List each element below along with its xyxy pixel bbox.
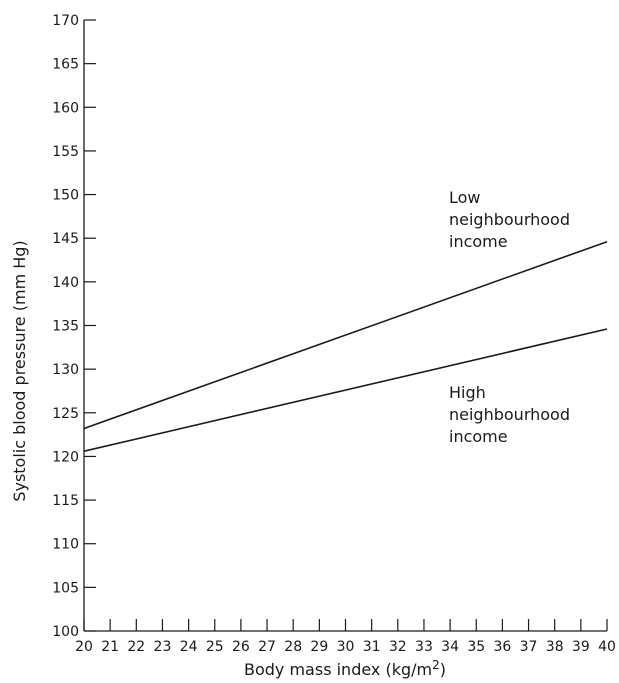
x-tick-label: 40 — [598, 639, 616, 655]
x-tick-label: 36 — [493, 639, 511, 655]
series-label: Low neighbourhood income — [449, 188, 570, 251]
series-label-line: income — [449, 427, 508, 446]
y-tick-label: 135 — [52, 319, 79, 335]
y-tick-label: 105 — [52, 580, 79, 596]
series-lines — [83, 240, 608, 452]
x-axis-title-main: Body mass index (kg/m — [244, 660, 432, 679]
y-tick-label: 145 — [52, 231, 79, 247]
series-line-high-income — [83, 328, 608, 452]
series-line-low-income — [83, 240, 608, 430]
series-label: High neighbourhood income — [449, 383, 570, 446]
x-axis: 20 21 22 23 24 25 26 27 28 29 30 31 32 33 34 35 36 37 38 39… — [75, 619, 616, 655]
series-labels: Low neighbourhood income High neighbourhood i… — [449, 188, 570, 446]
x-tick-label: 34 — [441, 639, 459, 655]
y-tick-label: 160 — [52, 100, 79, 116]
y-tick-label: 100 — [52, 624, 79, 640]
y-tick-label: 170 — [52, 13, 79, 29]
x-tick-label: 22 — [127, 639, 145, 655]
x-tick-label: 23 — [154, 639, 172, 655]
x-tick-label: 24 — [180, 639, 198, 655]
x-tick-label: 37 — [520, 639, 538, 655]
series-label-line: neighbourhood — [449, 405, 570, 424]
series-label-line: Low — [449, 188, 481, 207]
x-axis-title-superscript: 2 — [432, 658, 440, 672]
x-axis-title-suffix: ) — [440, 660, 446, 679]
y-tick-label: 110 — [52, 537, 79, 553]
x-tick-label: 30 — [337, 639, 355, 655]
y-tick-label: 150 — [52, 188, 79, 204]
y-tick-label: 155 — [52, 144, 79, 160]
y-tick-label: 165 — [52, 57, 79, 73]
series-label-line: neighbourhood — [449, 210, 570, 229]
series-label-line: High — [449, 383, 486, 402]
x-tick-label: 21 — [101, 639, 119, 655]
x-tick-label: 35 — [467, 639, 485, 655]
y-tick-label: 125 — [52, 406, 79, 422]
y-tick-label: 115 — [52, 493, 79, 509]
x-tick-label: 27 — [258, 639, 276, 655]
x-tick-label: 38 — [546, 639, 564, 655]
x-tick-label: 26 — [232, 639, 250, 655]
series-label-line: income — [449, 232, 508, 251]
x-tick-label: 32 — [389, 639, 407, 655]
y-tick-label: 130 — [52, 362, 79, 378]
y-tick-label: 140 — [52, 275, 79, 291]
x-axis-title: Body mass index (kg/m2) — [244, 658, 446, 679]
x-tick-label: 25 — [206, 639, 224, 655]
x-tick-label: 29 — [310, 639, 328, 655]
x-tick-label: 31 — [363, 639, 381, 655]
y-tick-label: 120 — [52, 449, 79, 465]
x-tick-label: 28 — [284, 639, 302, 655]
y-axis: 100 105 110 115 120 125 130 135 140 145 150 155 160 1… — [52, 13, 96, 640]
x-tick-label: 20 — [75, 639, 93, 655]
x-tick-label: 39 — [572, 639, 590, 655]
x-tick-label: 33 — [415, 639, 433, 655]
y-axis-title: Systolic blood pressure (mm Hg) — [10, 240, 29, 501]
